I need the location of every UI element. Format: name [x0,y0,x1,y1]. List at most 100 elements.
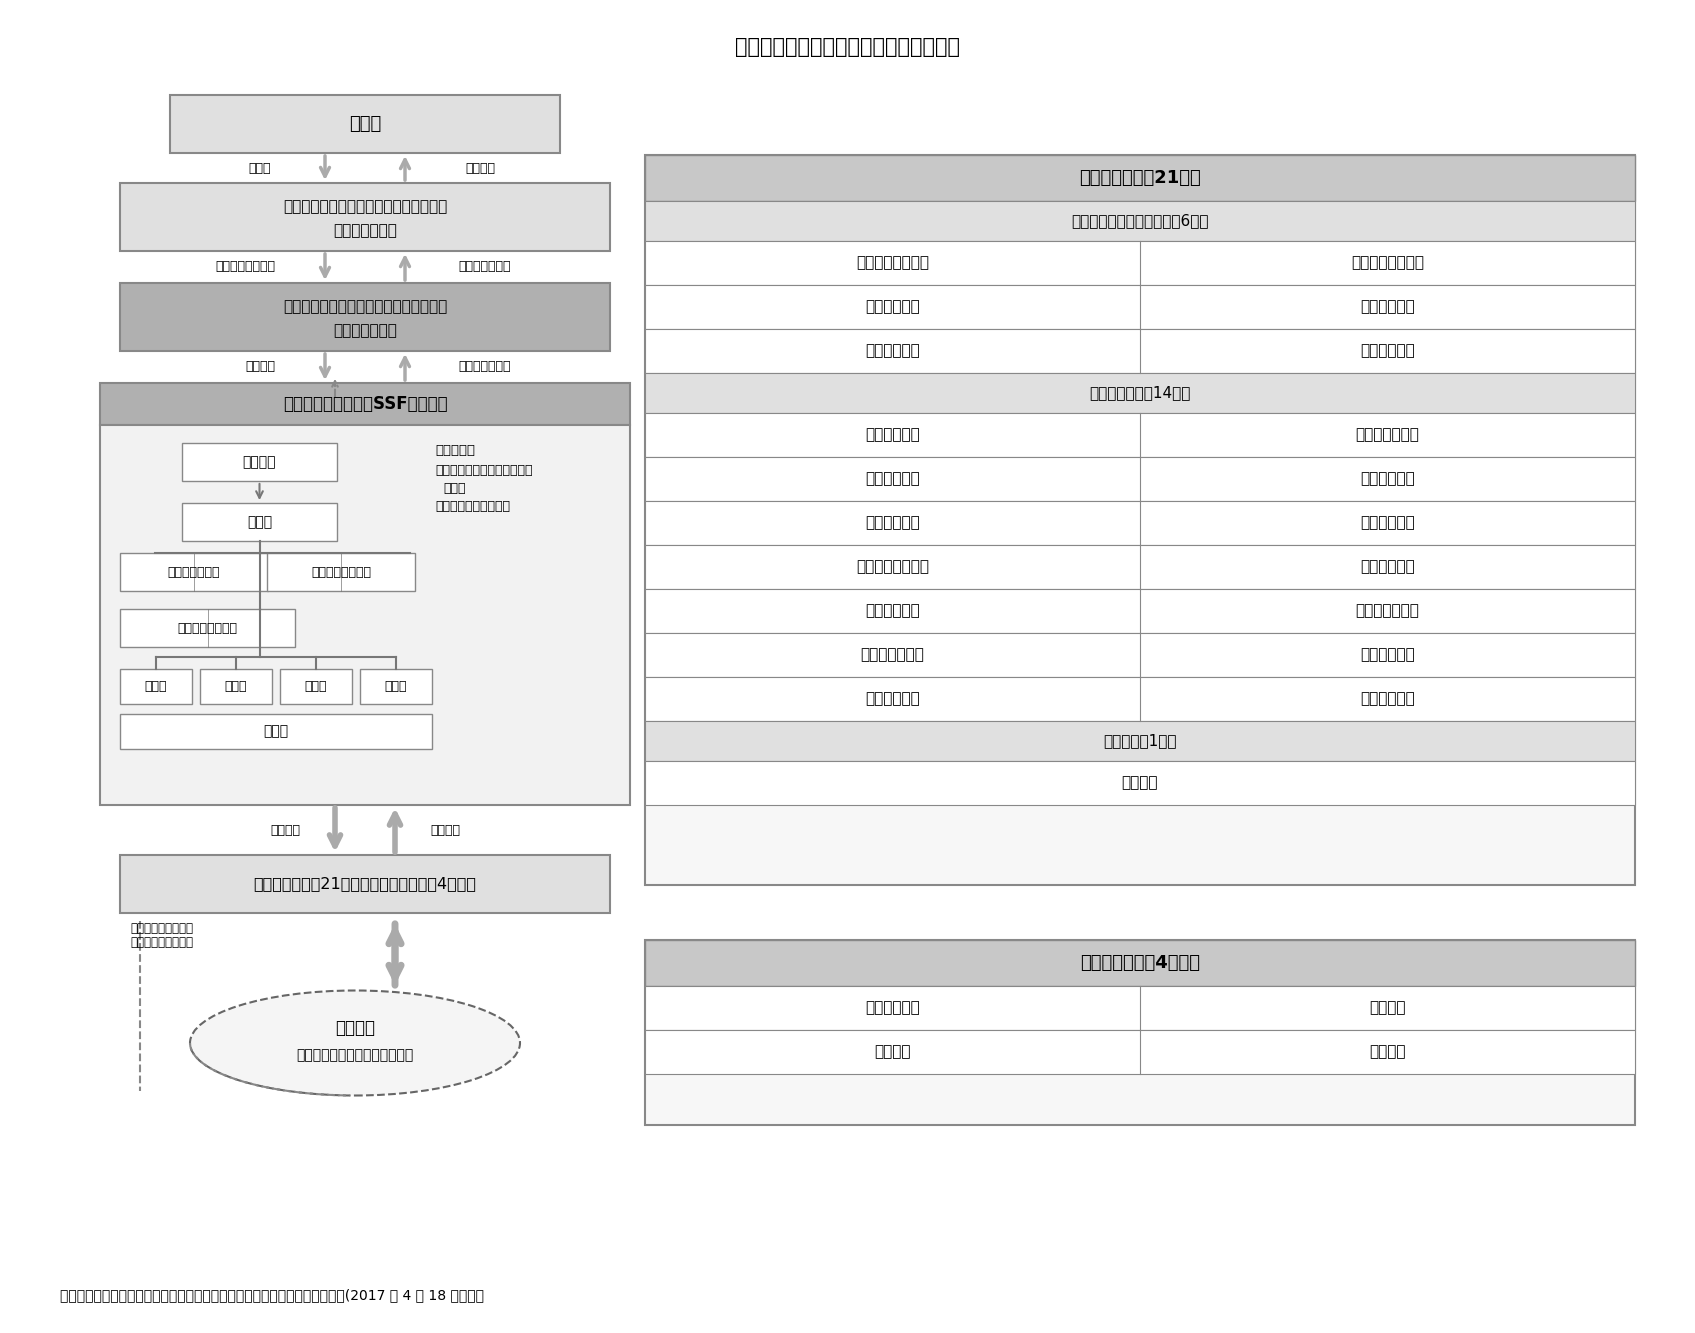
Text: ・一部自家運用も可能: ・一部自家運用も可能 [436,500,510,513]
Bar [646,501,1636,545]
Bar [120,183,610,251]
Bar [646,413,1636,457]
Text: 資産管理機関（4銀行）: 資産管理機関（4銀行） [1080,954,1200,972]
Text: 運用受託機関（21社）: 運用受託機関（21社） [1080,169,1200,187]
Text: 華泰資産管理: 華泰資産管理 [864,300,920,315]
Text: 各市などで当局が管轄する基本年金基金: 各市などで当局が管轄する基本年金基金 [283,200,447,215]
Text: 運用委託金の拠出: 運用委託金の拠出 [215,260,275,273]
Text: 管理、: 管理、 [442,483,466,496]
Bar [359,669,432,704]
Bar [646,457,1636,501]
Bar [646,155,1636,201]
Bar [646,761,1636,805]
Text: 博時基金管理: 博時基金管理 [864,428,920,443]
Text: 図表７　年金積立金の委託運用のしくみ: 図表７ 年金積立金の委託運用のしくみ [734,37,959,57]
Text: 華夏基金管理: 華夏基金管理 [864,692,920,706]
Text: 各省などで当局が管轄する基本年金基金: 各省などで当局が管轄する基本年金基金 [283,300,447,315]
Text: 大成基金管理: 大成基金管理 [864,472,920,487]
Bar [646,589,1636,633]
Bar [646,721,1636,761]
Bar [646,986,1636,1030]
Bar [646,545,1636,589]
Text: 中信証券: 中信証券 [1122,776,1158,790]
Text: 年金給付: 年金給付 [464,161,495,175]
Text: 専門家審議委員会: 専門家審議委員会 [178,621,237,635]
Text: 長江養老保険: 長江養老保険 [1359,344,1415,359]
Text: 国　民: 国 民 [349,115,381,133]
Bar [120,669,192,704]
Bar [181,503,337,541]
Text: 運用収益の納付: 運用収益の納付 [459,260,512,273]
Text: 匯添富基金管理: 匯添富基金管理 [1356,428,1419,443]
Text: 工銀瑞信基金管理: 工銀瑞信基金管理 [856,560,929,575]
Text: 保険会社・保険関連会社（6社）: 保険会社・保険関連会社（6社） [1071,213,1209,228]
Bar [646,1030,1636,1074]
Text: 各部署: 各部署 [263,724,288,738]
Text: 【理事会】: 【理事会】 [436,444,475,456]
Bar [646,677,1636,721]
Bar [646,285,1636,329]
Text: 基金管理会社（14社）: 基金管理会社（14社） [1090,385,1190,400]
Text: 全国社会保障基金（SSF）理事会: 全国社会保障基金（SSF）理事会 [283,395,447,413]
Text: 鵬華基金管理: 鵬華基金管理 [1359,560,1415,575]
Bar [646,633,1636,677]
Text: 泰康資産管理: 泰康資産管理 [864,344,920,359]
Bar [268,553,415,591]
Text: （年金積立金）: （年金積立金） [332,224,397,239]
Bar [646,940,1636,986]
Text: 副理事: 副理事 [385,680,407,693]
Text: 金融市場: 金融市場 [336,1018,375,1037]
Text: 理事大会: 理事大会 [242,455,276,469]
Bar [646,241,1636,285]
Text: 招商銀行: 招商銀行 [1370,1045,1405,1060]
Ellipse shape [190,990,520,1096]
Text: 副理事: 副理事 [225,680,247,693]
Bar [170,95,559,153]
Bar [120,609,295,647]
Bar [181,443,337,481]
Text: 証券会社（1社）: 証券会社（1社） [1103,733,1176,749]
Text: （出所）保険・年金フォーカス「中国、年金積立金の株式運用が本格始動」(2017 年 4 月 18 日発行）: （出所）保険・年金フォーカス「中国、年金積立金の株式運用が本格始動」(2017 … [59,1288,485,1302]
Bar [646,201,1636,241]
Text: 易方達基金管理: 易方達基金管理 [1356,604,1419,619]
Bar [120,714,432,749]
Text: 中国工商銀行: 中国工商銀行 [864,1001,920,1016]
Text: 運用受託機関（21社）・資産管理機関（4銀行）: 運用受託機関（21社）・資産管理機関（4銀行） [254,877,476,892]
Text: 交通銀行: 交通銀行 [1370,1001,1405,1016]
Text: リスク管理委員会: リスク管理委員会 [310,565,371,579]
Text: 海富通基金管理: 海富通基金管理 [861,648,924,663]
Text: 投資決定委員会: 投資決定委員会 [168,565,220,579]
Text: 招商基金管理: 招商基金管理 [1359,692,1415,706]
Text: （年金積立金）: （年金積立金） [332,324,397,339]
Bar [100,383,631,425]
Bar [646,155,1636,885]
Text: 副理事: 副理事 [305,680,327,693]
Text: 富国基金管理: 富国基金管理 [864,516,920,531]
Text: ・運用受託機関の選定・監督: ・運用受託機関の選定・監督 [436,464,532,477]
Text: 嘉実基金管理: 嘉実基金管理 [1359,472,1415,487]
Text: 運用委託: 運用委託 [270,824,300,837]
Text: 広発基金管理: 広発基金管理 [864,604,920,619]
Text: 副理事: 副理事 [144,680,168,693]
Text: 運用委託: 運用委託 [246,360,275,373]
Bar [100,425,631,805]
Text: 銀華基金管理: 銀華基金管理 [1359,648,1415,663]
Text: 保険料: 保険料 [249,161,271,175]
Text: 理事長: 理事長 [247,515,273,529]
Bar [646,329,1636,373]
Bar [120,553,268,591]
Text: 預かった委託金の一: 預かった委託金の一 [131,922,193,936]
Bar [646,940,1636,1125]
Bar [200,669,271,704]
Text: （国内の株式、債券市場など）: （国内の株式、債券市場など） [297,1048,414,1062]
Bar [120,283,610,351]
Bar [280,669,353,704]
Bar [646,373,1636,413]
Text: 平安養老保険: 平安養老保険 [1359,300,1415,315]
Text: 中国銀行: 中国銀行 [875,1045,910,1060]
Text: 運用収益の納付: 運用収益の納付 [459,360,512,373]
Text: 中国人保資産管理: 中国人保資産管理 [856,256,929,271]
Text: 部を自家運用も可能: 部を自家運用も可能 [131,937,193,949]
Text: 南方基金管理: 南方基金管理 [1359,516,1415,531]
Bar [120,854,610,913]
